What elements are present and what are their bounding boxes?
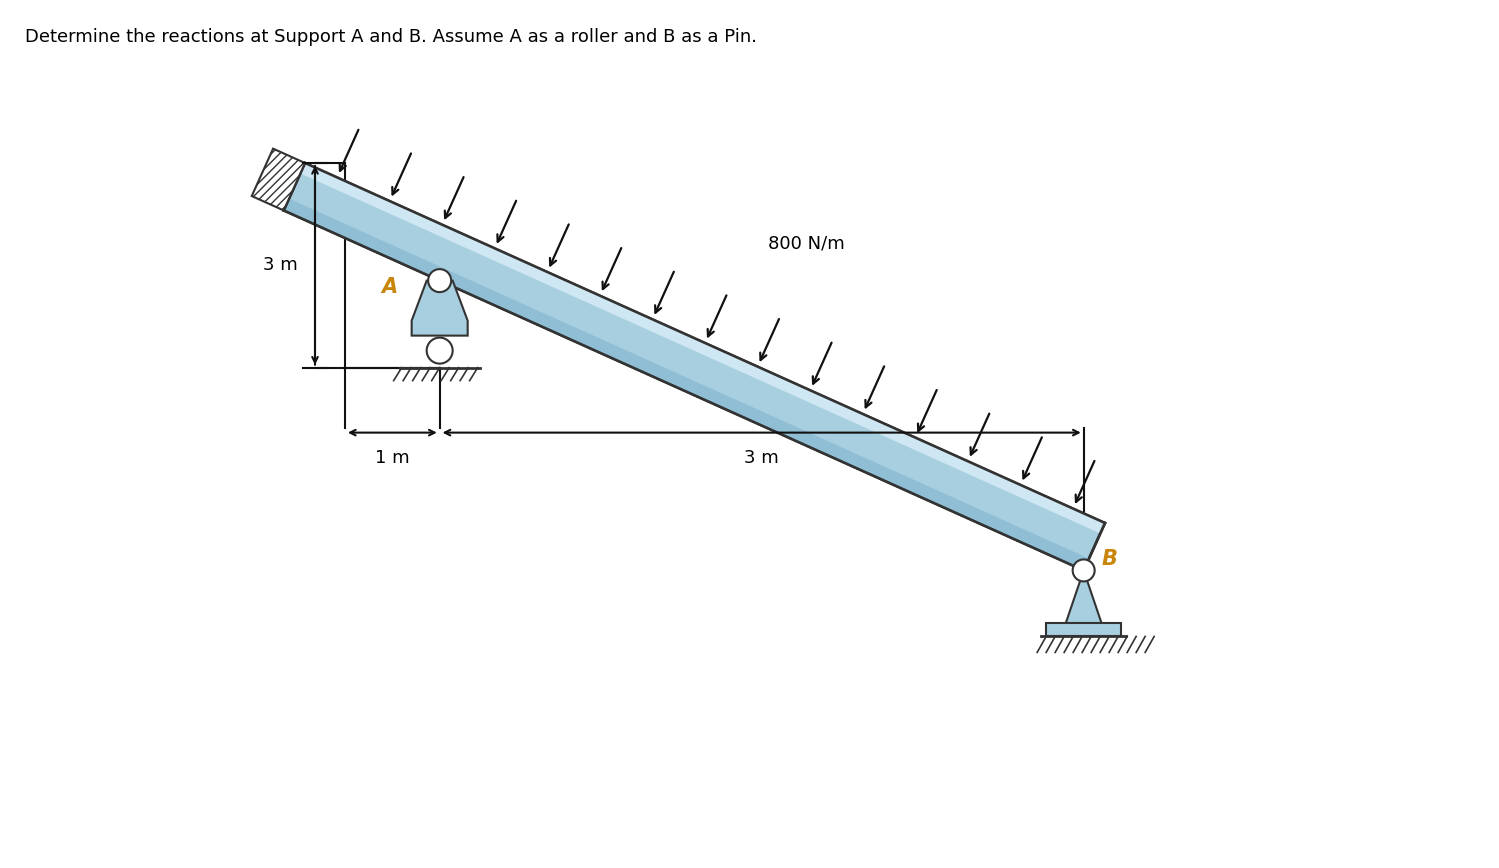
Circle shape (429, 269, 451, 293)
Text: 800 N/m: 800 N/m (767, 234, 844, 252)
Text: B: B (1102, 549, 1118, 569)
Text: 3 m: 3 m (745, 449, 779, 467)
Circle shape (427, 338, 453, 364)
Circle shape (1073, 559, 1094, 582)
Polygon shape (412, 280, 468, 336)
Polygon shape (283, 163, 1105, 570)
Bar (1046, 623, 1121, 636)
Polygon shape (283, 199, 1088, 570)
Polygon shape (1064, 570, 1103, 627)
Polygon shape (300, 163, 1105, 534)
Text: A: A (382, 277, 397, 297)
Polygon shape (252, 148, 304, 210)
Text: 3 m: 3 m (262, 256, 297, 274)
Text: 1 m: 1 m (375, 449, 409, 467)
Text: Determine the reactions at Support A and B. Assume A as a roller and B as a Pin.: Determine the reactions at Support A and… (25, 28, 757, 46)
